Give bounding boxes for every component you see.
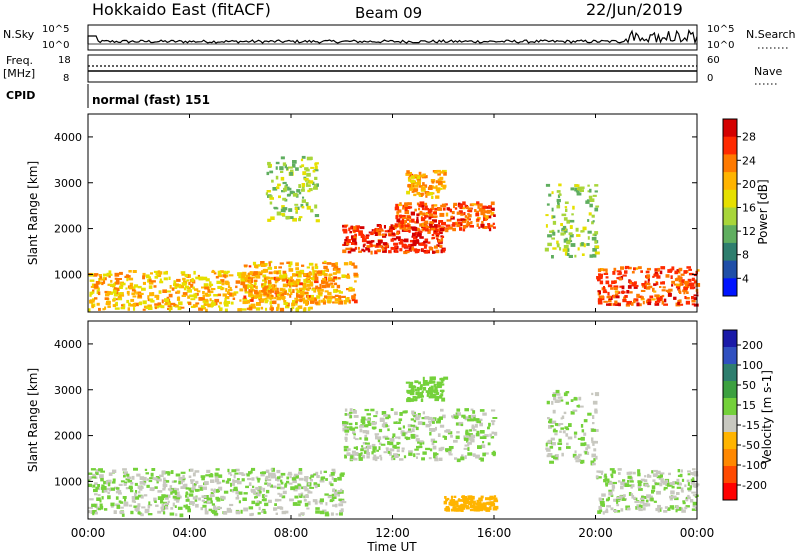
- vel-ytick-label: 4000: [54, 338, 82, 351]
- colorbar-swatch: [723, 483, 737, 501]
- colorbar-swatch: [723, 172, 737, 191]
- freq-right-tick-top: 60: [707, 55, 720, 66]
- colorbar-swatch: [723, 381, 737, 399]
- colorbar-swatch: [723, 432, 737, 450]
- colorbar-swatch: [723, 136, 737, 155]
- colorbar-tick-label: 12: [742, 225, 756, 238]
- power-region-1: [240, 260, 359, 305]
- colorbar-swatch: [723, 189, 737, 208]
- vel-region-1: [342, 408, 498, 463]
- x-tick-label: 20:00: [578, 526, 613, 540]
- cpid-label: CPID: [6, 89, 35, 102]
- colorbar-tick-label: 24: [742, 154, 756, 167]
- colorbar-tick-label: 8: [742, 249, 749, 262]
- x-tick-label: 16:00: [477, 526, 512, 540]
- freq-right-tick-bottom: 0: [707, 73, 713, 84]
- colorbar-swatch: [723, 260, 737, 279]
- colorbar-swatch: [723, 364, 737, 382]
- freq-left-tick-top: 18: [58, 55, 71, 66]
- colorbar-tick-label: 16: [742, 202, 756, 215]
- colorbar-swatch: [723, 347, 737, 365]
- velocity-colorbar: 200 100 50 15 -15 -50 -100 -200: [722, 329, 767, 501]
- header-title: Hokkaido East (fitACF): [92, 0, 271, 19]
- velocity-frame: [87, 320, 698, 520]
- power-panel: 1000 2000 3000 4000 Slant Range [km]: [26, 113, 701, 313]
- power-region-4: [405, 169, 447, 199]
- x-tick-label: 12:00: [375, 526, 410, 540]
- vel-region-0: [88, 467, 347, 518]
- header-beam: Beam 09: [355, 4, 422, 22]
- vel-ytick-label: 2000: [54, 430, 82, 443]
- vel-region-3: [405, 376, 449, 403]
- colorbar-tick-label: -15: [742, 419, 760, 432]
- colorbar-tick-label: 50: [742, 379, 756, 392]
- power-region-2: [342, 224, 446, 255]
- vel-region-2: [443, 495, 499, 512]
- colorbar-tick-label: 20: [742, 178, 756, 191]
- colorbar-swatch: [723, 466, 737, 484]
- x-tick-label: 04:00: [172, 526, 207, 540]
- cpid-panel: CPID normal (fast) 151: [6, 84, 210, 108]
- vel-ytick-label: 3000: [54, 384, 82, 397]
- power-colorbar-label: Power [dB]: [756, 179, 770, 244]
- x-axis: 00:00 04:00 08:00 12:00 16:00 20:00 00:00: [71, 114, 715, 540]
- colorbar-tick-label: 28: [742, 131, 756, 144]
- vel-region-4: [545, 389, 600, 466]
- colorbar-tick-label: -100: [742, 459, 767, 472]
- power-region-3: [394, 201, 496, 233]
- x-axis-label: Time UT: [366, 540, 417, 554]
- colorbar-swatch: [723, 449, 737, 467]
- noise-right-label: N.Search: [746, 28, 796, 41]
- x-tick-label: 00:00: [680, 526, 715, 540]
- colorbar-swatch: [723, 242, 737, 262]
- freq-left-tick-bottom: 8: [63, 73, 69, 84]
- header-date: 22/Jun/2019: [586, 0, 683, 19]
- colorbar-swatch: [723, 278, 737, 297]
- power-colorbar: 28 24 20 16 12 8 4: [722, 118, 756, 297]
- colorbar-swatch: [723, 207, 737, 226]
- noise-left-tick-bottom: 10^0: [42, 40, 69, 51]
- power-data: [88, 155, 701, 313]
- colorbar-swatch: [723, 330, 737, 348]
- power-region-7: [596, 265, 701, 307]
- noise-trace: [87, 28, 698, 45]
- velocity-colorbar-label: Velocity [m s-1]: [760, 370, 774, 464]
- power-region-5: [265, 155, 320, 223]
- colorbar-tick-label: 4: [742, 272, 749, 285]
- freq-label-line2: [MHz]: [3, 67, 35, 80]
- colorbar-swatch: [723, 415, 737, 433]
- noise-panel: N.Sky 10^5 10^0 10^5 10^0 N.Search: [3, 24, 796, 51]
- velocity-panel: 1000 2000 3000 4000 Slant Range [km]: [26, 320, 700, 520]
- noise-left-tick-top: 10^5: [42, 24, 69, 35]
- velocity-data: [88, 376, 700, 518]
- colorbar-tick-label: -200: [742, 479, 767, 492]
- colorbar-swatch: [723, 154, 737, 173]
- colorbar-swatch: [723, 225, 737, 244]
- power-ytick-label: 2000: [54, 223, 82, 236]
- x-tick-label: 08:00: [274, 526, 309, 540]
- power-ytick-label: 1000: [54, 268, 82, 281]
- power-ytick-label: 4000: [54, 131, 82, 144]
- cpid-value: normal (fast) 151: [92, 93, 210, 107]
- power-ylabel: Slant Range [km]: [26, 161, 40, 265]
- noise-right-tick-top: 10^5: [707, 24, 734, 35]
- power-region-6: [544, 183, 600, 259]
- noise-right-tick-bottom: 10^0: [707, 40, 734, 51]
- colorbar-tick-label: 200: [742, 339, 763, 352]
- vel-region-5: [595, 468, 700, 515]
- freq-label-line1: Freq.: [6, 54, 33, 67]
- freq-panel: Freq. [MHz] 18 8 60 0 Nave: [3, 54, 782, 85]
- colorbar-tick-label: 15: [742, 399, 756, 412]
- colorbar-swatch: [723, 398, 737, 416]
- colorbar-swatch: [723, 119, 737, 138]
- colorbar-tick-label: -50: [742, 439, 760, 452]
- vel-ytick-label: 1000: [54, 475, 82, 488]
- velocity-ylabel: Slant Range [km]: [26, 368, 40, 472]
- freq-right-label: Nave: [754, 65, 782, 78]
- x-tick-label: 00:00: [71, 526, 106, 540]
- power-ytick-label: 3000: [54, 177, 82, 190]
- noise-left-label: N.Sky: [3, 28, 35, 41]
- colorbar-tick-label: 100: [742, 359, 763, 372]
